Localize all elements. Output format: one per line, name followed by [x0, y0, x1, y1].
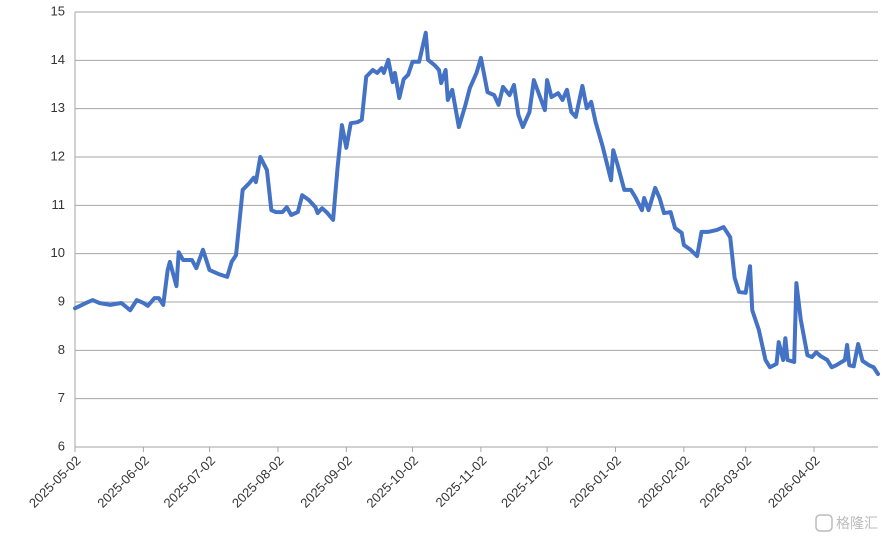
- x-tick-label: 2026-02-02: [635, 453, 693, 511]
- x-tick-label: 2025-12-02: [498, 453, 556, 511]
- y-tick-label: 10: [51, 245, 65, 260]
- y-tick-label: 9: [58, 293, 65, 308]
- y-tick-label: 6: [58, 438, 65, 453]
- x-tick-label: 2025-07-02: [160, 453, 218, 511]
- y-tick-label: 14: [51, 52, 65, 67]
- x-tick-label: 2025-11-02: [433, 453, 490, 510]
- x-tick-label: 2025-10-02: [363, 453, 421, 511]
- x-tick-label: 2025-08-02: [229, 453, 287, 511]
- x-tick-label: 2026-01-02: [566, 453, 624, 511]
- y-tick-label: 12: [51, 148, 65, 163]
- data-line: [73, 30, 880, 377]
- y-tick-label: 13: [51, 100, 65, 115]
- x-tick-label: 2026-03-02: [697, 453, 755, 511]
- y-tick-label: 11: [52, 197, 66, 212]
- x-tick-label: 2025-09-02: [297, 453, 355, 511]
- watermark: 格隆汇: [836, 516, 878, 532]
- x-tick-label: 2025-06-02: [94, 453, 152, 511]
- y-tick-label: 15: [51, 3, 65, 18]
- y-tick-label: 7: [58, 390, 65, 405]
- x-tick-label: 2026-04-02: [765, 453, 823, 511]
- y-tick-label: 8: [58, 342, 65, 357]
- watermark-logo: [815, 514, 833, 532]
- x-tick-label: 2025-05-02: [26, 453, 84, 511]
